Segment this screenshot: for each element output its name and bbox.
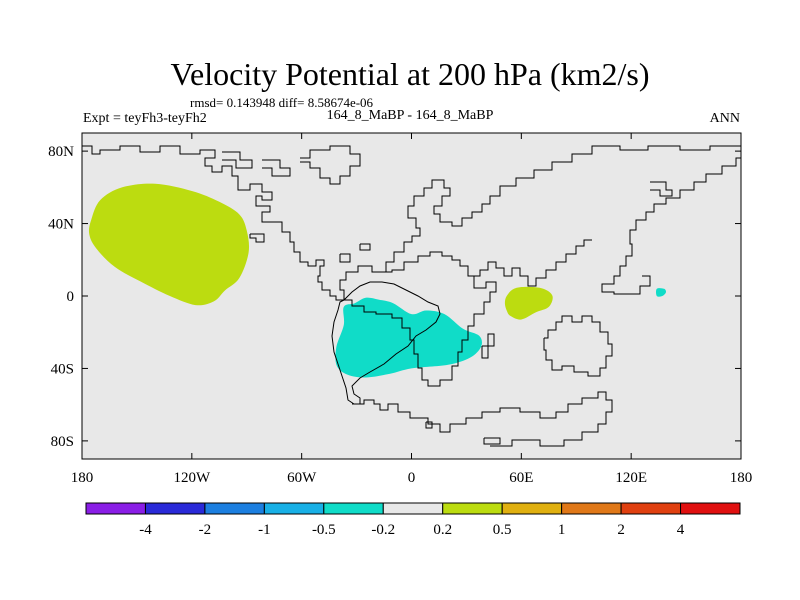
colorbar-label: -0.5 (312, 522, 336, 538)
y-tick-label: 80S (51, 434, 74, 450)
stats-text: rmsd= 0.143948 diff= 8.58674e-06 (190, 95, 374, 110)
colorbar-label: 2 (617, 522, 625, 538)
colorbar-swatch (680, 502, 741, 515)
coastline-north-america (82, 145, 344, 301)
colorbar-label: -4 (139, 522, 152, 538)
coastlines (82, 145, 741, 447)
colorbar-swatch (85, 502, 146, 515)
positive-anomaly-indian-ocean (504, 286, 553, 320)
y-tick-label: 0 (67, 289, 75, 305)
x-tick-label: 0 (408, 470, 416, 486)
x-tick-label: 120W (173, 470, 211, 486)
coastline-small-island-4 (339, 253, 351, 263)
coastline-arctic-islands-2 (262, 159, 291, 177)
colorbar-swatch (561, 502, 622, 515)
colorbar-label: 1 (558, 522, 566, 538)
y-tick-label: 80N (48, 144, 74, 160)
colorbar-label: -2 (199, 522, 212, 538)
colorbar-swatch (620, 502, 682, 515)
axes: 180 120W 60W 0 60E 120E 180 80N 40N 0 40S 80S (48, 133, 752, 486)
colorbar-label: 4 (677, 522, 685, 538)
coastline-small-island (483, 437, 501, 445)
x-tick-label: 180 (71, 470, 94, 486)
chart-title: Velocity Potential at 200 hPa (km2/s) (170, 56, 649, 92)
coastline-madagascar (481, 333, 495, 359)
colorbar-swatch (323, 502, 384, 515)
y-tick-label: 40N (48, 217, 74, 233)
colorbar-swatch (442, 502, 503, 515)
coastline-greenland (300, 145, 361, 185)
coastline-arctic-islands (222, 151, 253, 169)
colorbar-label: 0.5 (493, 522, 512, 538)
left-label: Expt = teyFh3-teyFh2 (83, 111, 207, 126)
coastline-kamchatka (650, 181, 673, 197)
coastline-antarctica (352, 391, 613, 447)
coastline-eurasia (380, 145, 741, 273)
colorbar-swatch (501, 502, 563, 515)
coastline-australia (543, 315, 613, 377)
x-tick-label: 60W (287, 470, 317, 486)
center-label: 164_8_MaBP - 164_8_MaBP (327, 108, 494, 123)
coastline-small-island-2 (425, 421, 433, 429)
negative-anomaly-small-patch (656, 288, 667, 297)
anomaly-regions (88, 183, 667, 378)
coastline-south-america (331, 281, 441, 405)
x-tick-label: 120E (615, 470, 647, 486)
colorbar-label: 0.2 (433, 522, 452, 538)
colorbar-swatch (204, 502, 265, 515)
x-tick-label: 60E (509, 470, 533, 486)
coastline-arabia (474, 239, 592, 287)
colorbar-label: -0.2 (371, 522, 395, 538)
negative-anomaly-south-atlantic (335, 297, 482, 378)
coastline-small-island-3 (249, 233, 265, 243)
coastline-africa (339, 251, 497, 387)
colorbar-swatch (144, 502, 206, 515)
colorbar-swatch (382, 502, 444, 515)
coastline-east-asia (601, 157, 741, 295)
coastline-small-island-5 (359, 243, 371, 251)
x-tick-label: 180 (730, 470, 753, 486)
colorbar-label: -1 (258, 522, 271, 538)
positive-anomaly-north-pacific (88, 183, 250, 306)
colorbar: -4 -2 -1 -0.5 -0.2 0.2 0.5 1 2 4 (85, 502, 741, 538)
right-label: ANN (710, 111, 740, 126)
colorbar-swatch (263, 502, 325, 515)
y-tick-label: 40S (51, 361, 74, 377)
